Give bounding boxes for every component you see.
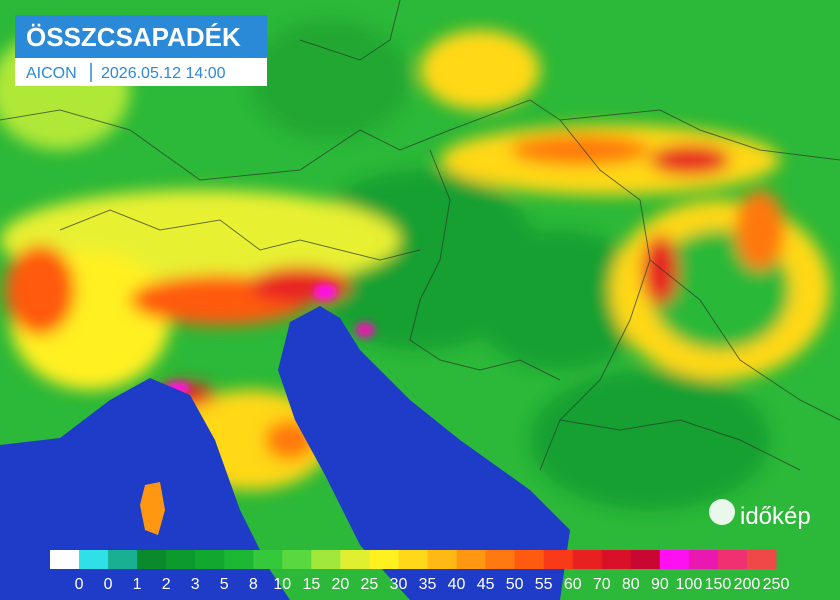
legend-swatch: [630, 550, 661, 569]
title: ÖSSZCSAPADÉK: [26, 22, 241, 52]
legend-swatch: [50, 550, 80, 569]
legend-swatch: [195, 550, 225, 569]
legend-label: 40: [448, 576, 466, 593]
legend-swatch: [543, 550, 574, 569]
title-box: [15, 15, 267, 58]
legend-label: 45: [477, 576, 495, 593]
logo: időkép: [740, 503, 811, 530]
legend-swatch: [340, 550, 370, 569]
legend-label: 5: [220, 576, 229, 593]
legend-swatch: [514, 550, 545, 569]
legend-swatch: [166, 550, 196, 569]
legend-label: 60: [564, 576, 582, 593]
legend-label: 200: [734, 576, 761, 593]
legend-swatch: [253, 550, 283, 569]
legend-label: 55: [535, 576, 553, 593]
legend-label: 10: [273, 576, 291, 593]
legend-swatch: [572, 550, 603, 569]
legend-swatch: [311, 550, 341, 569]
legend-label: 0: [104, 576, 113, 593]
legend-label: 8: [249, 576, 258, 593]
legend-label: 80: [622, 576, 640, 593]
legend-swatch: [137, 550, 167, 569]
legend-label: 150: [705, 576, 732, 593]
legend-swatch: [427, 550, 458, 569]
corsica: [140, 482, 165, 535]
legend-swatch: [282, 550, 312, 569]
legend-swatch: [369, 550, 399, 569]
legend-label: 0: [75, 576, 84, 593]
legend-label: 90: [651, 576, 669, 593]
legend-label: 30: [390, 576, 408, 593]
model: AICON: [26, 65, 77, 82]
subtitle-box: [15, 58, 267, 86]
legend-label: 35: [419, 576, 437, 593]
legend-swatch: [108, 550, 138, 569]
legend-label: 15: [302, 576, 320, 593]
precip-field: [0, 20, 830, 510]
legend-swatch: [717, 550, 748, 569]
legend-swatch: [746, 550, 777, 569]
legend-label: 100: [676, 576, 703, 593]
legend-label: 25: [361, 576, 379, 593]
legend-swatch: [79, 550, 109, 569]
legend-label: 70: [593, 576, 611, 593]
legend-label: 3: [191, 576, 200, 593]
logo-icon: [709, 499, 735, 525]
legend-label: 50: [506, 576, 524, 593]
borders: [0, 0, 840, 471]
time: 2026.05.12 14:00: [101, 65, 226, 82]
legend-swatch: [456, 550, 487, 569]
legend-swatch: [688, 550, 719, 569]
legend-label: 250: [763, 576, 790, 593]
legend-label: 2: [162, 576, 171, 593]
legend-swatch: [485, 550, 516, 569]
adriatic-sea: [278, 306, 570, 600]
legend-swatch: [659, 550, 690, 569]
legend-swatch: [224, 550, 254, 569]
legend: 0 0 1 2 3 5 8 10 15 20 25 30 35 40 45 50 55 60 70 80 90 100 15…: [50, 550, 789, 593]
legend-label: 1: [133, 576, 142, 593]
legend-label: 20: [332, 576, 350, 593]
legend-swatch: [601, 550, 632, 569]
legend-swatch: [398, 550, 429, 569]
